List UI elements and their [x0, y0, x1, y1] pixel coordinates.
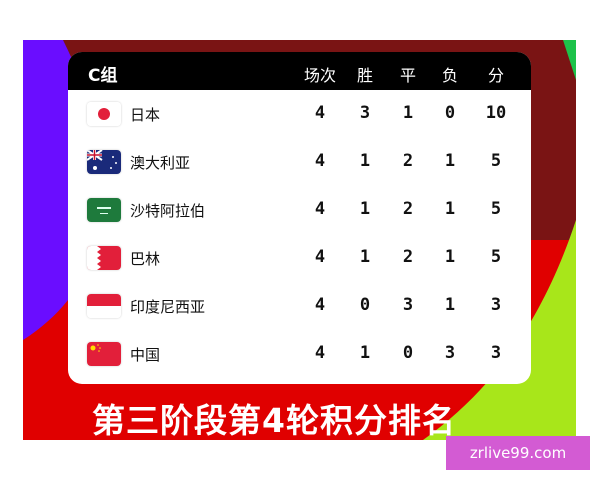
header-lost: 负	[441, 66, 458, 85]
cell-won: 3	[359, 103, 371, 123]
header-drawn: 平	[399, 66, 416, 85]
cell-played: 4	[314, 295, 326, 315]
standings-table: C组 场次 胜 平 负 分 日本 4 3 1 0 10 澳大利亚 4 1 2 1 5 沙特阿拉伯 4 1…	[68, 52, 531, 384]
china-flag-icon	[87, 342, 121, 366]
table-row: 澳大利亚 4 1 2 1 5	[68, 138, 531, 186]
cell-lost: 1	[444, 247, 456, 267]
cell-won: 1	[359, 247, 371, 267]
team-name: 巴林	[130, 250, 161, 268]
saudi-arabia-flag-icon	[87, 198, 121, 222]
cell-lost: 0	[444, 103, 456, 123]
header-points: 分	[487, 66, 504, 85]
team-name: 中国	[130, 346, 161, 364]
table-row: 印度尼西亚 4 0 3 1 3	[68, 282, 531, 330]
cell-points: 10	[485, 103, 507, 123]
cell-points: 5	[490, 199, 502, 219]
indonesia-flag-icon	[87, 294, 121, 318]
table-row: 中国 4 1 0 3 3	[68, 330, 531, 378]
header-played: 场次	[303, 66, 336, 85]
cell-won: 0	[359, 295, 371, 315]
table-header: C组 场次 胜 平 负 分	[68, 52, 531, 90]
cell-played: 4	[314, 343, 326, 363]
cell-points: 3	[490, 295, 502, 315]
team-name: 澳大利亚	[130, 154, 191, 172]
table-row: 沙特阿拉伯 4 1 2 1 5	[68, 186, 531, 234]
cell-points: 5	[490, 151, 502, 171]
cell-played: 4	[314, 247, 326, 267]
table-row: 日本 4 3 1 0 10	[68, 90, 531, 138]
cell-played: 4	[314, 199, 326, 219]
cell-won: 1	[359, 151, 371, 171]
cell-drawn: 2	[402, 199, 414, 219]
header-won: 胜	[356, 66, 373, 85]
cell-points: 3	[490, 343, 502, 363]
bahrain-flag-icon	[87, 246, 121, 270]
cell-won: 1	[359, 343, 371, 363]
cell-drawn: 3	[402, 295, 414, 315]
japan-flag-icon	[87, 102, 121, 126]
australia-flag-icon	[87, 150, 121, 174]
cell-drawn: 2	[402, 151, 414, 171]
caption: 第三阶段第4轮积分排名	[92, 401, 456, 440]
watermark: zrlive99.com	[446, 436, 590, 470]
cell-drawn: 1	[402, 103, 414, 123]
table-row: 巴林 4 1 2 1 5	[68, 234, 531, 282]
cell-points: 5	[490, 247, 502, 267]
cell-lost: 1	[444, 151, 456, 171]
cell-played: 4	[314, 151, 326, 171]
cell-lost: 1	[444, 295, 456, 315]
cell-drawn: 2	[402, 247, 414, 267]
group-label: C组	[88, 66, 118, 86]
cell-won: 1	[359, 199, 371, 219]
team-name: 印度尼西亚	[130, 298, 206, 316]
cell-lost: 3	[444, 343, 456, 363]
cell-played: 4	[314, 103, 326, 123]
team-name: 日本	[130, 106, 161, 124]
cell-lost: 1	[444, 199, 456, 219]
team-name: 沙特阿拉伯	[130, 202, 206, 220]
cell-drawn: 0	[402, 343, 414, 363]
